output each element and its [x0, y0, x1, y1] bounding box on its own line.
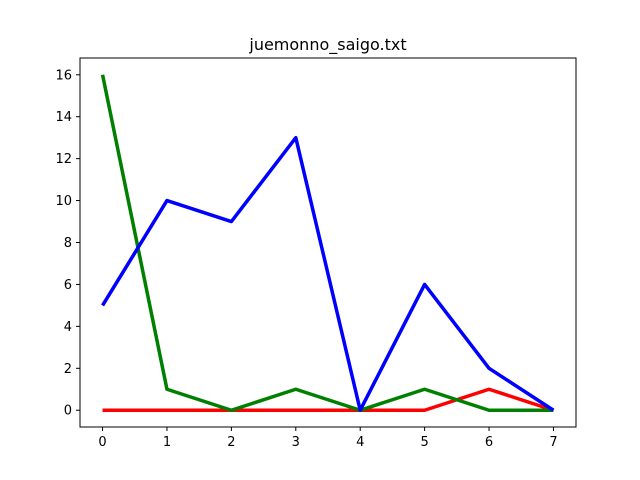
- series-line-0: [102, 387, 554, 412]
- y-tick-label: 6: [64, 278, 72, 293]
- x-tick-label: 7: [549, 435, 557, 450]
- y-tick-label: 4: [64, 320, 72, 335]
- y-tick-label: 0: [64, 404, 72, 419]
- x-tick-label: 3: [292, 435, 300, 450]
- x-tick-label: 0: [98, 435, 106, 450]
- x-tick-label: 2: [227, 435, 235, 450]
- chart-title: juemonno_saigo.txt: [248, 35, 406, 55]
- x-tick-label: 5: [420, 435, 428, 450]
- y-tick-label: 16: [55, 68, 72, 83]
- series-line-1: [100, 74, 554, 412]
- plot-area-frame: [79, 57, 577, 428]
- y-tick-label: 14: [55, 110, 72, 125]
- y-tick-label: 12: [55, 152, 72, 167]
- y-tick-label: 10: [55, 194, 72, 209]
- series-lines: [100, 74, 555, 412]
- x-tick-label: 6: [485, 435, 493, 450]
- x-tick-label: 1: [163, 435, 171, 450]
- series-line-2: [101, 135, 555, 412]
- y-tick-label: 2: [64, 362, 72, 377]
- x-axis: 0 1 2 3 4 5 6 7: [98, 427, 558, 450]
- y-axis: 0 2 4 6 8 10 12 14 16: [55, 68, 80, 419]
- x-tick-label: 4: [356, 435, 364, 450]
- y-tick-label: 8: [64, 236, 72, 251]
